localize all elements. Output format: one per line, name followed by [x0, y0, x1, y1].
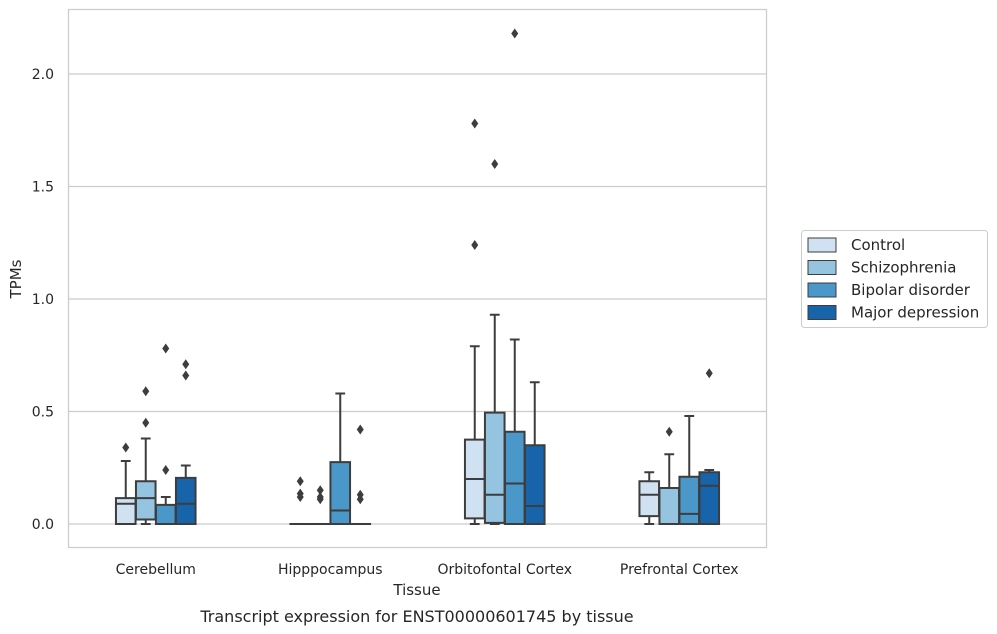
legend-swatch — [807, 260, 837, 275]
x-axis-title: Tissue — [392, 581, 440, 599]
outlier-point — [296, 476, 304, 487]
outlier-point — [142, 386, 150, 397]
box-schizophrenia — [134, 386, 157, 525]
box-body — [329, 461, 352, 525]
box-body — [483, 411, 506, 524]
y-axis-title: TPMs — [7, 259, 25, 299]
y-tick-label: 0.5 — [32, 405, 54, 421]
outlier-point — [356, 424, 364, 435]
y-tick-labels: 0.0 0.5 1.0 1.5 2.0 — [32, 67, 54, 533]
box-control — [463, 118, 486, 525]
x-tick-label: Orbitofontal Cortex — [437, 562, 572, 578]
box-major-depression — [174, 359, 197, 525]
outlier-point — [665, 426, 673, 437]
box-schizophrenia — [483, 159, 506, 525]
outlier-point — [491, 159, 499, 169]
box-control — [114, 442, 137, 525]
outlier-point — [356, 494, 364, 505]
outlier-point — [471, 118, 479, 129]
legend-label: Schizophrenia — [851, 259, 956, 277]
box-bipolar-disorder — [503, 28, 526, 525]
box-schizophrenia — [658, 426, 681, 525]
box-control — [638, 471, 661, 525]
legend-label: Major depression — [851, 304, 979, 322]
legend-swatch — [807, 237, 837, 253]
outlier-point — [182, 370, 190, 381]
box-major-depression — [698, 368, 721, 525]
y-gridlines — [68, 73, 767, 525]
box-body — [678, 475, 701, 525]
y-tick-label: 0.0 — [32, 517, 54, 533]
box-body — [114, 497, 137, 525]
legend-label: Control — [851, 236, 905, 254]
legend-swatch — [807, 305, 837, 320]
x-tick-label: Prefrontal Cortex — [620, 562, 739, 578]
box-groups — [114, 28, 721, 526]
outlier-point — [316, 485, 324, 496]
box-body — [698, 471, 721, 525]
outlier-point — [296, 492, 304, 502]
box-body — [658, 487, 681, 525]
box-control — [289, 476, 312, 526]
box-bipolar-disorder — [329, 392, 352, 525]
outlier-point — [471, 240, 479, 250]
y-tick-label: 1.5 — [32, 180, 54, 196]
box-major-depression — [349, 424, 372, 526]
outlier-point — [182, 359, 190, 370]
box-body — [174, 476, 197, 525]
outlier-point — [511, 28, 519, 39]
box-body — [523, 444, 546, 525]
legend: Control Schizophrenia Bipolar disorder Majo… — [801, 230, 988, 328]
outlier-point — [705, 368, 713, 379]
box-body — [503, 430, 526, 525]
box-body — [638, 480, 661, 518]
box-body — [154, 503, 177, 525]
legend-frame — [801, 230, 988, 328]
box-major-depression — [523, 381, 546, 525]
y-tick-label: 1.0 — [32, 292, 54, 308]
box-schizophrenia — [309, 485, 332, 526]
outlier-point — [122, 442, 130, 453]
x-tick-label: Cerebellum — [116, 562, 196, 578]
legend-swatch — [807, 282, 837, 298]
box-body — [134, 480, 157, 521]
outlier-point — [316, 494, 324, 505]
outlier-point — [162, 465, 170, 475]
box-bipolar-disorder — [678, 415, 701, 525]
outlier-point — [162, 343, 170, 354]
legend-label: Bipolar disorder — [851, 281, 971, 299]
outlier-point — [142, 417, 150, 428]
x-tick-labels: Cerebellum Hipppocampus Orbitofontal Corte… — [116, 562, 739, 578]
x-tick-label: Hipppocampus — [278, 562, 383, 578]
chart-caption: Transcript expression for ENST0000060174… — [199, 607, 633, 626]
box-bipolar-disorder — [154, 343, 177, 525]
plot-area-frame — [67, 8, 768, 549]
y-tick-label: 2.0 — [32, 67, 54, 83]
